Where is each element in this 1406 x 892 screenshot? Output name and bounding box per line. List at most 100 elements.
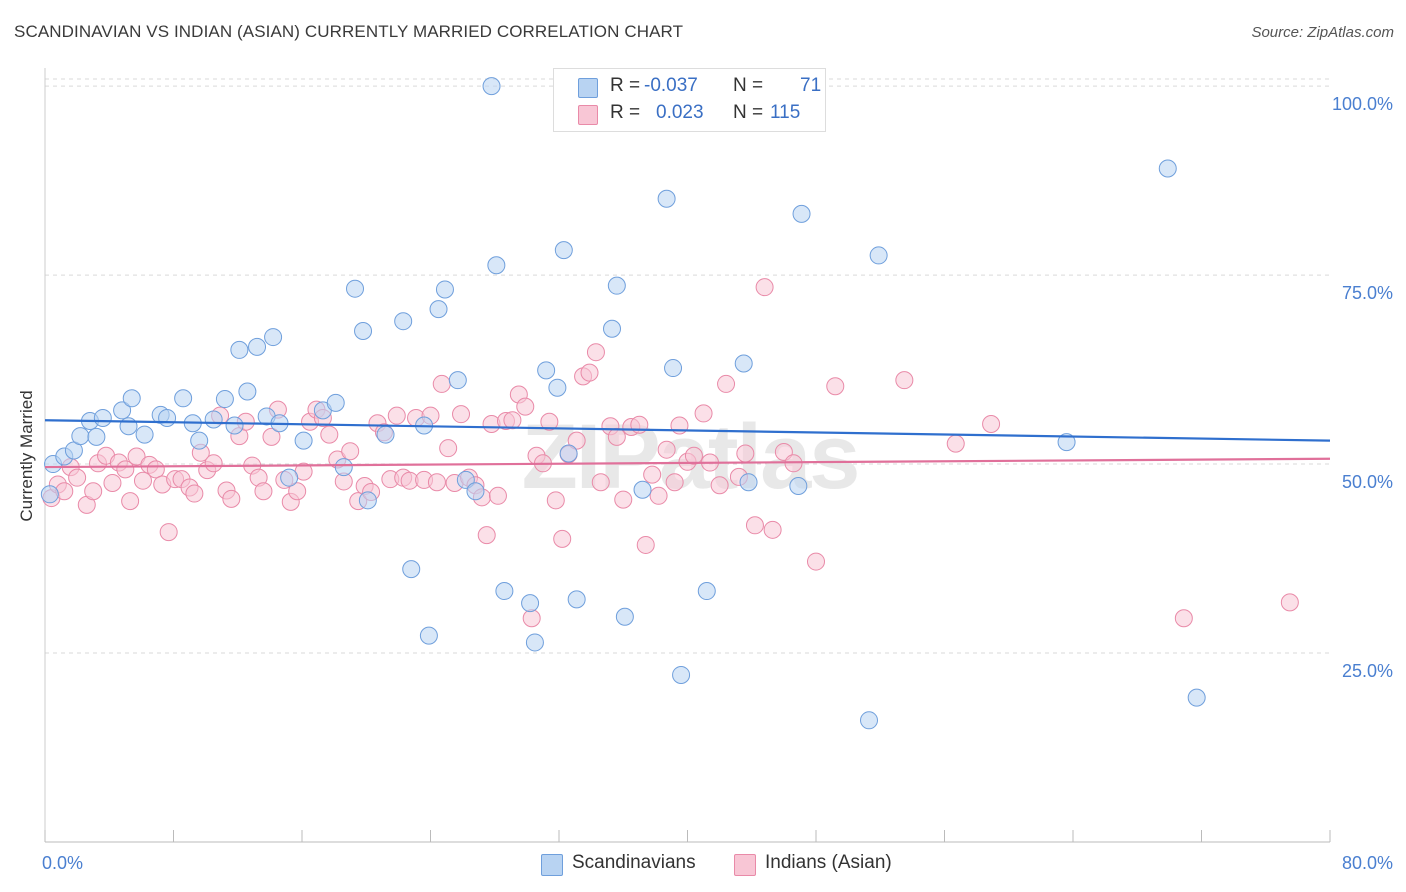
data-point <box>763 520 782 539</box>
data-point <box>488 486 507 505</box>
data-point <box>133 471 152 490</box>
data-point <box>222 489 241 508</box>
scandinavian-points <box>40 77 1206 730</box>
source-credit: Source: ZipAtlas.com <box>1251 24 1394 41</box>
data-point <box>127 447 146 466</box>
legend-swatch-blue <box>578 78 598 98</box>
data-point <box>477 526 496 545</box>
y-tick-label: 100.0% <box>1332 94 1393 114</box>
data-point <box>495 582 514 601</box>
data-point <box>435 280 454 299</box>
data-point <box>559 444 578 463</box>
data-point <box>607 427 626 446</box>
data-point <box>567 590 586 609</box>
data-point <box>633 480 652 499</box>
data-point <box>554 241 573 260</box>
data-point <box>525 633 544 652</box>
data-point <box>516 397 535 416</box>
data-point <box>248 337 267 356</box>
data-point <box>553 529 572 548</box>
data-point <box>429 300 448 319</box>
data-point <box>665 473 684 492</box>
data-point <box>159 523 178 542</box>
data-point <box>657 440 676 459</box>
legend-n-value: 115 <box>770 102 801 123</box>
data-point <box>158 408 177 427</box>
data-point <box>122 389 141 408</box>
data-point <box>358 491 377 510</box>
legend-swatch-pink <box>578 105 598 125</box>
data-point <box>40 485 59 504</box>
data-point <box>354 322 373 341</box>
legend-swatch-blue <box>541 854 563 876</box>
data-point <box>185 484 204 503</box>
data-point <box>614 490 633 509</box>
data-point <box>402 560 421 579</box>
data-point <box>439 439 458 458</box>
series-legend: Scandinavians Indians (Asian) <box>0 851 1406 877</box>
data-point <box>204 410 223 429</box>
data-point <box>946 434 965 453</box>
indian-points <box>42 278 1299 628</box>
data-point <box>1174 609 1193 628</box>
data-point <box>736 444 755 463</box>
data-point <box>71 427 90 446</box>
data-point <box>860 711 879 730</box>
data-point <box>174 389 193 408</box>
data-point <box>68 468 87 487</box>
data-point <box>521 594 540 613</box>
data-point <box>394 312 413 331</box>
legend-label: Indians (Asian) <box>765 852 892 873</box>
data-point <box>982 414 1001 433</box>
legend-r-value: 0.023 <box>656 102 704 123</box>
data-point <box>807 552 825 571</box>
data-point <box>607 276 626 295</box>
data-point <box>482 77 501 96</box>
data-point <box>93 408 112 427</box>
data-point <box>225 416 244 435</box>
data-point <box>826 377 845 396</box>
data-point <box>636 535 655 554</box>
trend-lines <box>44 419 1331 469</box>
trend-line <box>44 419 1331 442</box>
data-point <box>320 425 339 444</box>
legend-n-label: N = <box>733 75 764 96</box>
legend-n-label: N = <box>733 102 764 123</box>
trend-line <box>44 457 1331 469</box>
y-tick-label: 75.0% <box>1342 283 1393 303</box>
data-point <box>487 256 506 275</box>
data-point <box>664 359 683 378</box>
axes <box>44 68 1331 843</box>
data-point <box>427 473 446 492</box>
data-point <box>1280 593 1299 612</box>
data-point <box>657 189 676 208</box>
data-point <box>503 411 522 430</box>
data-point <box>448 371 467 390</box>
data-point <box>103 473 122 492</box>
data-point <box>230 340 249 359</box>
tick-labels: 25.0% 50.0% 75.0% 100.0% 0.0% 80.0% <box>42 94 1393 873</box>
x-tick-label: 80.0% <box>1342 853 1393 873</box>
chart-title: SCANDINAVIAN VS INDIAN (ASIAN) CURRENTLY… <box>14 22 684 41</box>
legend-r-label: R = <box>610 102 641 123</box>
data-point <box>215 390 234 409</box>
data-point <box>789 476 808 495</box>
data-point <box>615 607 634 626</box>
data-point <box>116 460 135 479</box>
data-point <box>684 446 703 465</box>
data-point <box>452 405 471 424</box>
data-point <box>87 427 106 446</box>
data-point <box>710 476 729 495</box>
data-point <box>586 343 605 362</box>
data-point <box>734 354 753 373</box>
y-tick-label: 50.0% <box>1342 472 1393 492</box>
data-point <box>119 417 138 436</box>
legend-label: Scandinavians <box>572 852 696 873</box>
data-point <box>238 382 257 401</box>
data-point <box>288 482 307 501</box>
data-point <box>580 363 599 382</box>
data-point <box>895 371 914 390</box>
data-point <box>190 431 209 450</box>
legend-r-value: -0.037 <box>644 75 698 96</box>
